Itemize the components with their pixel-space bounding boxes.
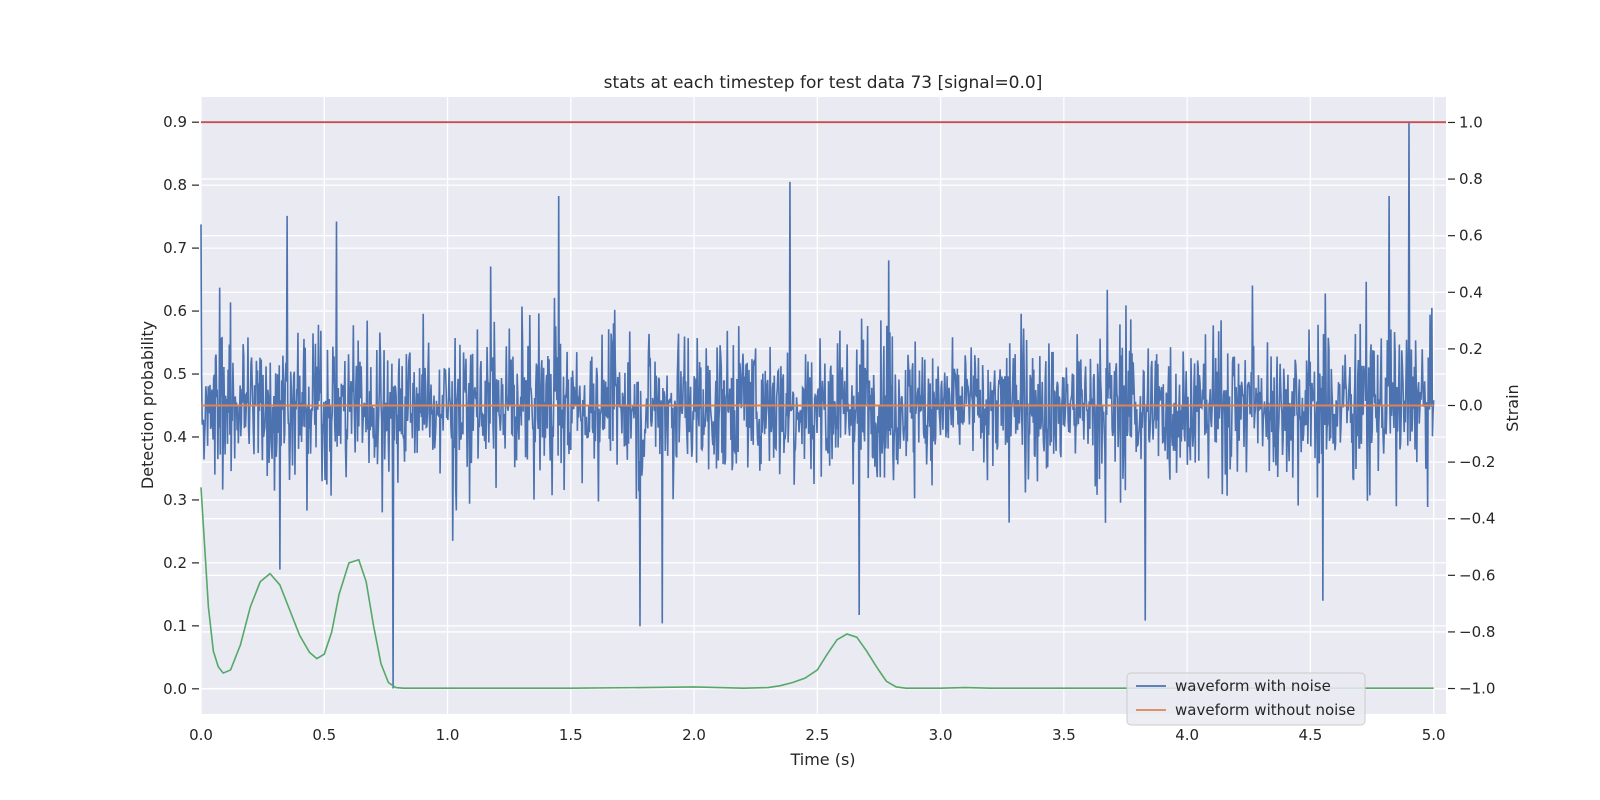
- series-line-detection: [200, 487, 1434, 689]
- y-tick-label-left: 0.9: [163, 113, 187, 131]
- x-tick-label: 4.0: [1175, 726, 1199, 744]
- y-tick-label-left: 0.2: [163, 554, 187, 572]
- y-tick-label-right: 0.8: [1459, 170, 1483, 188]
- x-tick-label: 1.5: [559, 726, 583, 744]
- y-tick-label-left: 0.4: [163, 428, 187, 446]
- x-tick-label: 0.5: [312, 726, 336, 744]
- x-tick-label: 4.5: [1298, 726, 1322, 744]
- x-tick-label: 5.0: [1422, 726, 1446, 744]
- y-tick-label-left: 0.6: [163, 302, 187, 320]
- y-tick-label-right: −0.6: [1459, 566, 1495, 584]
- y-tick-label-right: −0.4: [1459, 510, 1495, 528]
- y-tick-label-left: 0.0: [163, 680, 187, 698]
- y-tick-label-right: 0.2: [1459, 340, 1483, 358]
- legend-label-noise: waveform with noise: [1175, 677, 1331, 695]
- legend-label-clean: waveform without noise: [1175, 701, 1355, 719]
- chart-title: stats at each timestep for test data 73 …: [604, 73, 1043, 93]
- legend: waveform with noise waveform without noi…: [1126, 672, 1366, 726]
- y-tick-label-left: 0.3: [163, 491, 187, 509]
- series-layer: [200, 121, 1446, 689]
- x-tick-label: 0.0: [189, 726, 213, 744]
- y-tick-label-left: 0.1: [163, 617, 187, 635]
- y-tick-label-right: −0.8: [1459, 623, 1495, 641]
- x-tick-label: 2.5: [805, 726, 829, 744]
- x-tick-label: 1.0: [436, 726, 460, 744]
- axes: 0.0 0.5 1.0 1.5 2.0 2.5 3.0 3.5 4.0 4.5 5.0 0.0 0.1 0…: [163, 113, 1495, 744]
- y-tick-label-left: 0.7: [163, 239, 187, 257]
- series-line-noise: [200, 122, 1435, 689]
- legend-box: [1126, 672, 1366, 726]
- y-tick-label-right: 1.0: [1459, 113, 1483, 131]
- x-tick-label: 2.0: [682, 726, 706, 744]
- y-tick-label-right: −1.0: [1459, 680, 1495, 698]
- y-tick-label-left: 0.8: [163, 176, 187, 194]
- y-tick-label-right: 0.6: [1459, 227, 1483, 245]
- y-tick-label-left: 0.5: [163, 365, 187, 383]
- x-tick-label: 3.5: [1052, 726, 1076, 744]
- y-axis-label-right: Strain: [1503, 384, 1522, 431]
- x-axis-label: Time (s): [789, 750, 855, 769]
- x-tick-label: 3.0: [929, 726, 953, 744]
- y-tick-label-right: −0.2: [1459, 453, 1495, 471]
- y-tick-label-right: 0.4: [1459, 283, 1483, 301]
- y-axis-label-left: Detection probability: [138, 321, 157, 489]
- y-tick-label-right: 0.0: [1459, 397, 1483, 415]
